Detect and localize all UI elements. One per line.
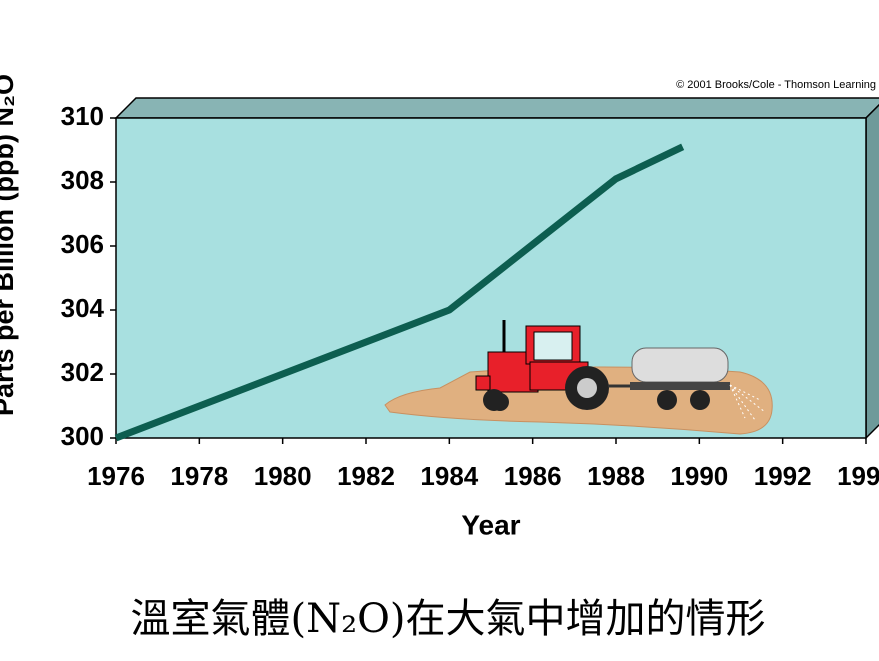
y-tick-label: 304 [61, 293, 105, 323]
spray [729, 384, 766, 421]
box-top [114, 97, 879, 119]
x-tick-label: 1990 [670, 461, 728, 491]
box-side [865, 103, 879, 440]
y-tick-label: 308 [61, 165, 104, 195]
x-tick-label: 1986 [504, 461, 562, 491]
copyright: © 2001 Brooks/Cole - Thomson Learning [676, 79, 876, 91]
trailer-wheel [690, 390, 710, 410]
tractor-window [533, 331, 573, 361]
x-tick-label: 1994 [837, 461, 879, 491]
x-axis-label: Year [461, 509, 520, 540]
tractor-illustration [384, 320, 773, 435]
x-tick-label: 1978 [170, 461, 228, 491]
y-axis-label: Parts per Billion (ppb) N₂O [0, 74, 19, 416]
x-tick-label: 1988 [587, 461, 645, 491]
x-tick-label: 1976 [87, 461, 145, 491]
tank [631, 347, 729, 383]
trailer [630, 382, 730, 390]
trailer-wheel [657, 390, 677, 410]
y-tick-label: 302 [61, 357, 104, 387]
x-tick-label: 1982 [337, 461, 395, 491]
y-tick-label: 306 [61, 229, 104, 259]
tractor-front [475, 375, 491, 391]
x-tick-label: 1984 [420, 461, 478, 491]
y-tick-label: 300 [61, 421, 104, 451]
x-tick-label: 1980 [254, 461, 312, 491]
y-tick-label: 310 [61, 101, 104, 131]
data-line [114, 143, 685, 442]
front-wheel-2 [491, 393, 509, 411]
x-tick-label: 1992 [754, 461, 812, 491]
caption: 溫室氣體(N₂O)在大氣中增加的情形 [130, 596, 765, 642]
rear-hub [577, 378, 597, 398]
